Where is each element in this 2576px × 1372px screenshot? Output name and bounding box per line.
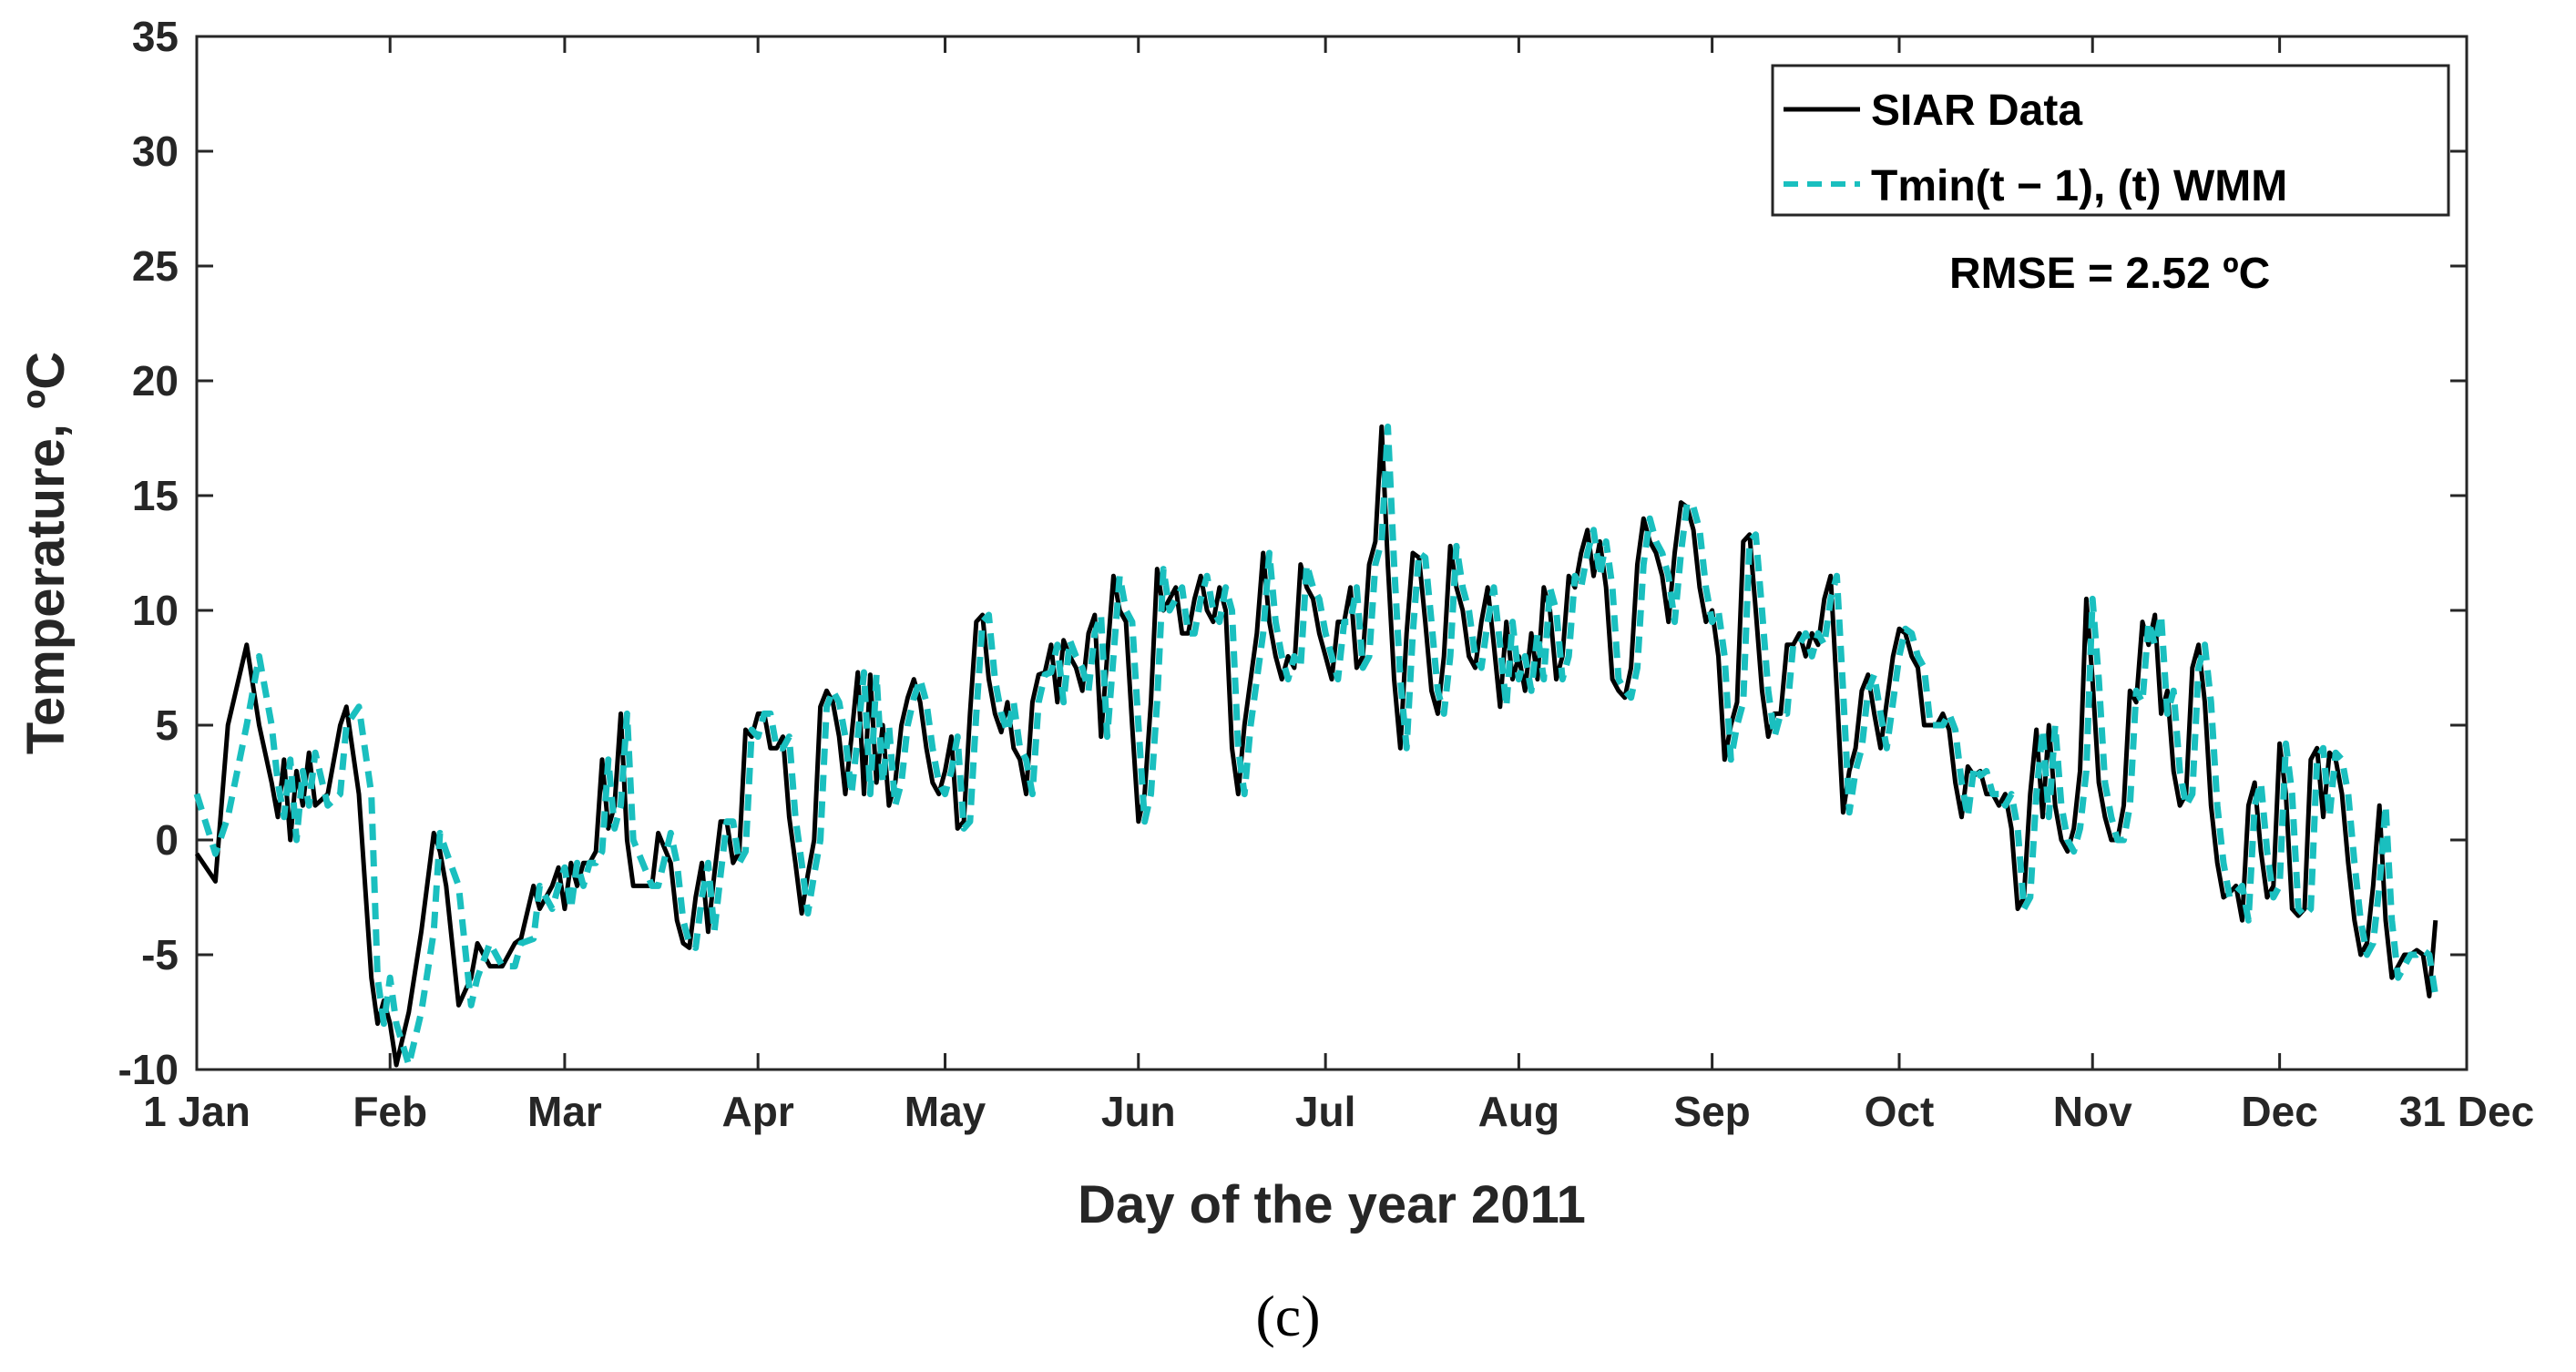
legend-label-wmm: Tmin(t − 1), (t) WMM [1871, 162, 2287, 210]
y-tick-label: 35 [132, 13, 179, 60]
y-tick-label: 5 [155, 701, 179, 749]
y-tick-label: 15 [132, 472, 179, 519]
y-axis: -10 -5 0 5 10 15 20 25 30 35 [118, 13, 2467, 1093]
y-tick-label: -10 [118, 1046, 179, 1093]
legend-box [1771, 64, 2450, 217]
x-tick-label: 1 Jan [143, 1088, 250, 1135]
y-tick-label: 10 [132, 587, 179, 634]
y-tick-label: 20 [132, 357, 179, 404]
x-tick-label: Oct [1865, 1088, 1935, 1135]
x-tick-label: Jul [1295, 1088, 1355, 1135]
x-tick-label: Sep [1673, 1088, 1750, 1135]
rmse-annotation: RMSE = 2.52 ºC [1949, 250, 2270, 298]
y-tick-label: 0 [155, 816, 179, 864]
y-tick-label: 25 [132, 242, 179, 290]
y-axis-title: Temperature, ºC [16, 352, 76, 754]
x-tick-label: Nov [2053, 1088, 2132, 1135]
x-axis: 1 Jan Feb Mar Apr May Jun Jul Aug Sep Oct Nov Dec 31… [143, 36, 2534, 1135]
series-layer [193, 423, 2439, 1069]
figure-caption: (c) [1255, 1284, 1320, 1348]
x-axis-title: Day of the year 2011 [1078, 1175, 1586, 1234]
y-tick-label: 30 [132, 128, 179, 175]
series-line-siar-data [194, 424, 2438, 1068]
series-line-wmm [193, 423, 2439, 1069]
x-tick-label: Dec [2241, 1088, 2317, 1135]
x-tick-label: 31 Dec [2399, 1088, 2534, 1135]
x-tick-label: Jun [1101, 1088, 1176, 1135]
x-tick-label: May [905, 1088, 986, 1135]
x-tick-label: Feb [353, 1088, 427, 1135]
legend: SIAR Data Tmin(t − 1), (t) WMM [1771, 64, 2450, 217]
x-tick-label: Apr [722, 1088, 794, 1135]
legend-label-siar-data: SIAR Data [1871, 87, 2082, 135]
x-tick-label: Aug [1478, 1088, 1559, 1135]
x-tick-label: Mar [527, 1088, 602, 1135]
y-tick-label: -5 [141, 931, 179, 978]
